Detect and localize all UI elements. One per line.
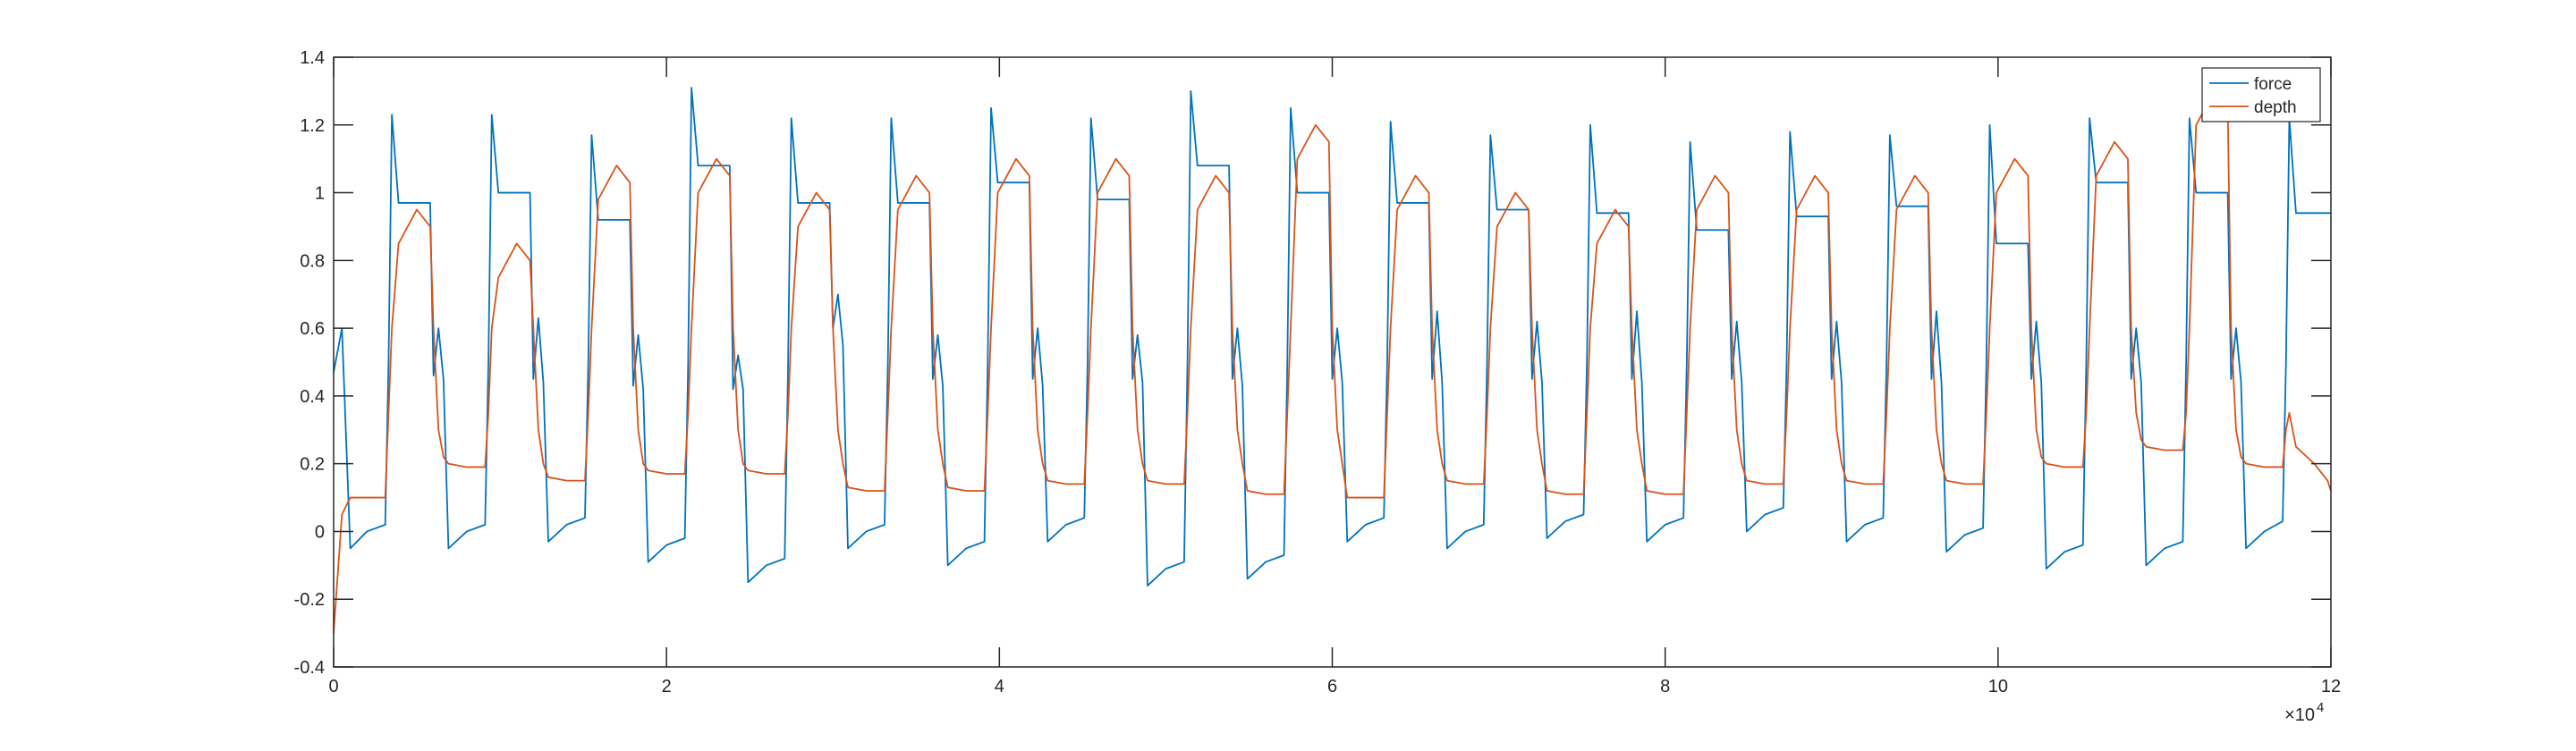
x-tick-label: 10	[1988, 677, 2008, 696]
y-tick-label: 0.6	[300, 319, 325, 339]
y-tick-label: 0	[315, 522, 325, 542]
legend-label: force	[2254, 75, 2292, 94]
y-tick-label: 0.4	[300, 387, 325, 407]
x-tick-label: 4	[995, 677, 1004, 696]
x-tick-label: 8	[1660, 677, 1670, 696]
y-tick-label: -0.4	[294, 658, 325, 678]
plot-marks	[333, 87, 2332, 634]
x-tick-label: 0	[328, 677, 338, 696]
y-tick-label: 1.2	[300, 116, 325, 136]
legend: force depth	[2201, 67, 2321, 122]
axes: -0.4 -0.2 0 0.2 0.4 0.6 0.8 1 1.2 1.4 0 2 4 6 8 10 12 ×10…	[294, 48, 2342, 725]
y-tick-label: 0.8	[300, 251, 325, 271]
x-tick-label: 6	[1327, 677, 1337, 696]
y-tick-label: 0.2	[300, 455, 325, 475]
y-tick-label: 1.4	[300, 48, 325, 68]
x-multiplier-exponent: 4	[2317, 700, 2324, 715]
data-line	[333, 89, 2332, 634]
data-line	[333, 87, 2331, 586]
legend-box	[2201, 67, 2321, 122]
x-tick-label: 12	[2321, 677, 2341, 696]
y-tick-label: 1	[315, 184, 325, 204]
x-multiplier: ×10	[2284, 705, 2315, 725]
x-tick-label: 2	[662, 677, 672, 696]
y-tick-label: -0.2	[294, 590, 325, 610]
legend-label: depth	[2254, 98, 2297, 117]
